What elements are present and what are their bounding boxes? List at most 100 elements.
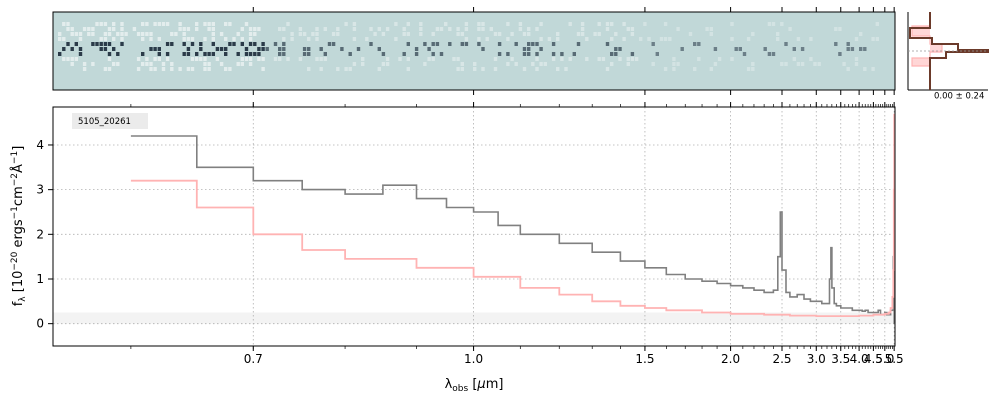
strip-pixel <box>730 22 734 26</box>
strip-pixel <box>377 27 381 31</box>
strip-pixel <box>763 47 767 51</box>
strip-pixel <box>610 62 614 66</box>
strip-pixel <box>74 57 78 61</box>
strip-pixel <box>116 32 120 36</box>
strip-pixel <box>248 42 253 46</box>
strip-pixel <box>149 32 153 36</box>
strip-pixel <box>70 57 74 61</box>
strip-pixel <box>431 42 435 46</box>
strip-pixel <box>182 42 186 46</box>
strip-pixel <box>203 67 207 71</box>
strip-pixel <box>257 27 261 31</box>
x-axis-title: λobs [μm] <box>445 377 504 394</box>
strip-pixel <box>224 47 228 51</box>
strip-pixel <box>124 32 128 36</box>
strip-pixel <box>261 42 265 46</box>
strip-pixel <box>182 32 186 36</box>
strip-pixel <box>369 42 373 46</box>
strip-pixel <box>344 22 348 26</box>
strip-pixel <box>99 22 103 26</box>
strip-pixel <box>385 62 390 66</box>
strip-pixel <box>302 32 307 36</box>
strip-pixel <box>423 42 427 46</box>
x-tick-label: 1.0 <box>464 352 483 366</box>
strip-pixel <box>527 42 531 46</box>
strip-pixel <box>705 27 709 31</box>
strip-pixel <box>149 62 153 66</box>
strip-pixel <box>257 47 261 51</box>
strip-pixel <box>336 32 340 36</box>
strip-pixel <box>70 27 74 31</box>
strip-pixel <box>605 67 610 71</box>
strip-pixel <box>344 67 348 71</box>
strip-pixel <box>406 42 410 46</box>
strip-pixel <box>709 67 713 71</box>
strip-pixel <box>248 52 253 56</box>
strip-pixel <box>112 27 116 31</box>
strip-pixel <box>464 22 469 26</box>
strip-pixel <box>190 37 195 41</box>
strip-pixel <box>535 42 539 46</box>
strip-pixel <box>394 37 398 41</box>
strip-pixel <box>145 62 149 66</box>
strip-pixel <box>551 42 556 46</box>
strip-pixel <box>460 42 464 46</box>
strip-pixel <box>120 22 124 26</box>
strip-pixel <box>157 57 161 61</box>
strip-pixel <box>585 37 589 41</box>
strip-pixel <box>846 67 850 71</box>
strip-pixel <box>323 57 327 61</box>
strip-pixel <box>178 27 182 31</box>
strip-pixel <box>572 52 576 56</box>
strip-pixel <box>244 52 249 56</box>
strip-pixel <box>240 62 244 66</box>
strip-pixel <box>614 52 618 56</box>
strip-pixel <box>460 62 464 66</box>
strip-pixel <box>331 32 336 36</box>
strip-pixel <box>630 52 635 56</box>
strip-pixel <box>244 57 249 61</box>
strip-pixel <box>522 67 527 71</box>
strip-pixel <box>99 42 103 46</box>
strip-pixel <box>120 27 124 31</box>
strip-pixel <box>62 37 66 41</box>
strip-pixel <box>406 57 410 61</box>
strip-pixel <box>352 27 357 31</box>
strip-pixel <box>348 67 352 71</box>
x-tick-label: 5.0 <box>875 352 894 366</box>
strip-pixel <box>746 37 751 41</box>
strip-pixel <box>626 27 630 31</box>
strip-pixel <box>228 22 232 26</box>
strip-pixel <box>863 67 867 71</box>
strip-pixel <box>91 42 95 46</box>
strip-pixel <box>311 32 315 36</box>
strip-pixel <box>236 32 240 36</box>
strip-pixel <box>527 32 531 36</box>
strip-pixel <box>240 57 244 61</box>
strip-pixel <box>282 37 286 41</box>
strip-pixel <box>157 47 161 51</box>
strip-pixel <box>854 57 859 61</box>
strip-pixel <box>398 57 402 61</box>
strip-pixel <box>385 57 390 61</box>
strip-pixel <box>369 27 373 31</box>
strip-pixel <box>539 47 543 51</box>
strip-pixel <box>99 37 103 41</box>
strip-pixel <box>792 47 796 51</box>
strip-pixel <box>875 22 879 26</box>
strip-pixel <box>203 52 207 56</box>
strip-pixel <box>319 57 323 61</box>
strip-pixel <box>174 32 178 36</box>
strip-pixel <box>365 37 369 41</box>
strip-pixel <box>510 57 514 61</box>
strip-pixel <box>107 52 112 56</box>
strip-pixel <box>377 67 381 71</box>
strip-pixel <box>66 42 70 46</box>
strip-pixel <box>776 37 780 41</box>
inset-flux-profile <box>909 12 989 90</box>
strip-pixel <box>136 32 141 36</box>
strip-pixel <box>261 47 265 51</box>
strip-pixel <box>82 67 87 71</box>
strip-pixel <box>481 47 485 51</box>
strip-pixel <box>348 52 352 56</box>
